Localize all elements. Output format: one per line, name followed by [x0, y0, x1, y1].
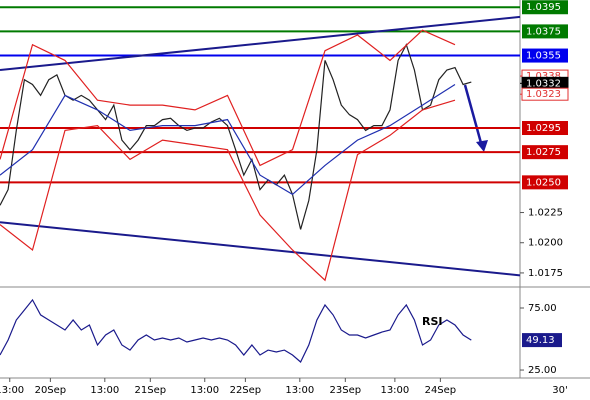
series-line [0, 83, 456, 196]
x-tick-label: 20Sep [35, 385, 67, 396]
level-label: 1.0375 [526, 26, 561, 37]
price-marker-label: 1.0338 [526, 71, 561, 82]
price-marker-label: 1.0332 [526, 78, 561, 89]
arrow [463, 84, 488, 152]
x-tick-label: 21Sep [135, 385, 167, 396]
x-tick-label: 13:00 [380, 385, 409, 396]
level-label: 1.0275 [526, 147, 561, 158]
level-label: 1.0295 [526, 123, 561, 134]
y-tick-label: 1.0175 [528, 268, 563, 279]
level-label: 1.0355 [526, 51, 561, 62]
x-unit: 30' [552, 385, 567, 396]
series-line [0, 298, 472, 363]
x-tick-label: 22Sep [230, 385, 262, 396]
level-label-box [522, 175, 568, 190]
level-label-box [522, 24, 568, 39]
price-marker-label: 1.0323 [526, 89, 561, 100]
x-tick-label: 13:00 [0, 385, 24, 396]
value-box [522, 333, 562, 348]
price-marker-box [521, 87, 569, 101]
x-tick-label: 13:00 [90, 385, 119, 396]
y-tick-label: 25.00 [528, 365, 557, 376]
level-label: 1.0250 [526, 177, 561, 188]
value-label: 49.13 [526, 335, 555, 346]
x-tick-label: 23Sep [330, 385, 362, 396]
level-label-box [522, 145, 568, 160]
trend-line [0, 15, 521, 72]
trend-line [0, 221, 521, 277]
level-label-box [522, 121, 568, 136]
x-tick-label: 24Sep [425, 385, 457, 396]
y-tick-label: 1.0200 [528, 238, 563, 249]
y-tick-label: 1.0225 [528, 208, 563, 219]
level-label-box [522, 0, 568, 15]
x-tick-label: 13:00 [285, 385, 314, 396]
series-line [0, 43, 472, 230]
series-line [0, 29, 456, 167]
x-tick-label: 13:00 [190, 385, 219, 396]
series-line [0, 99, 456, 282]
level-label: 1.0395 [526, 2, 561, 13]
panel-label: RSI [422, 315, 443, 328]
level-label-box [522, 48, 568, 63]
y-tick-label: 75.00 [528, 303, 557, 314]
